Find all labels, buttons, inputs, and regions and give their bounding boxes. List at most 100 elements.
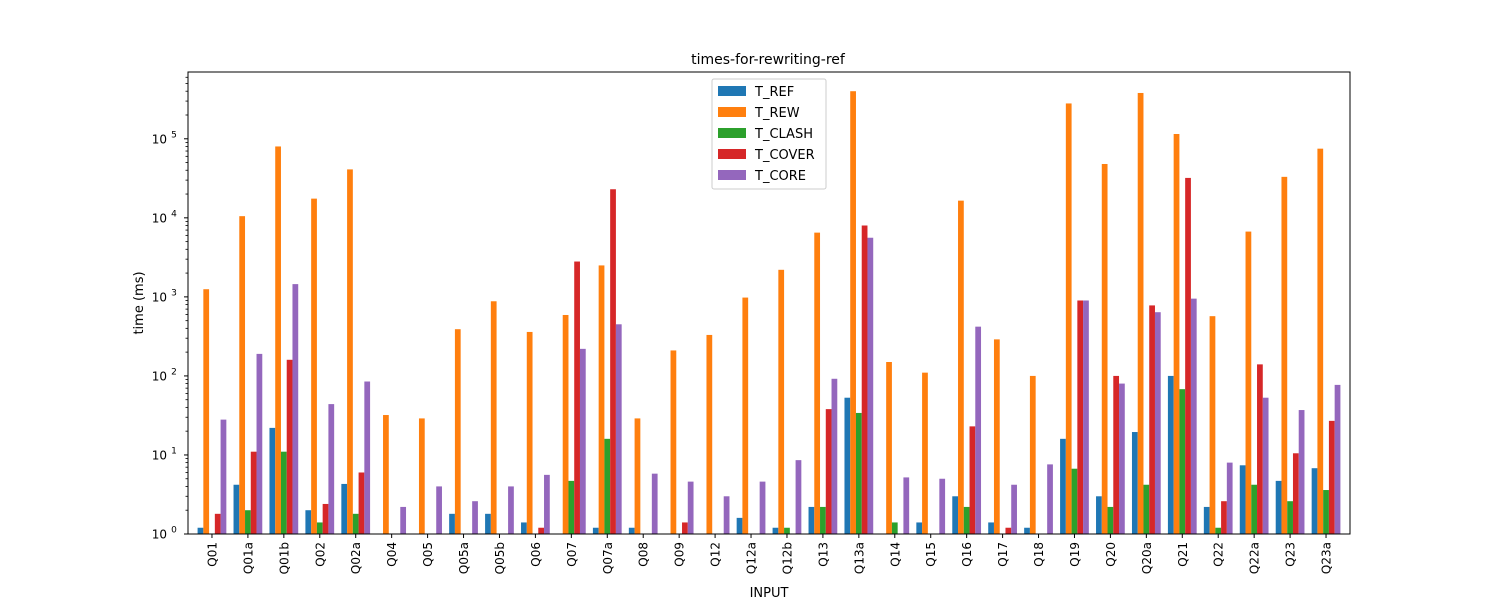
- bar-t-rew-q23a: [1317, 148, 1324, 535]
- bar-t-ref-q08: [628, 527, 635, 534]
- bar-t-rew-q04: [383, 415, 389, 534]
- bar-t-ref-q18: [1024, 527, 1030, 534]
- bar-t-rew-q12: [706, 334, 713, 534]
- bar-t-cover-q19: [1077, 300, 1084, 534]
- bar-t-core-q19: [1083, 300, 1089, 534]
- bar-t-cover-q02a: [358, 472, 365, 534]
- bar-t-rew-q12a: [742, 297, 749, 534]
- bar-t-clash-q23a: [1323, 490, 1329, 534]
- bars-layer: [197, 91, 1341, 535]
- bar-t-rew-q02a: [347, 169, 353, 534]
- bar-t-core-q13: [831, 378, 838, 534]
- bar-t-clash-q14: [891, 522, 898, 534]
- x-axis-title: INPUT: [750, 586, 789, 600]
- bar-t-rew-q01: [203, 289, 210, 534]
- x-tick-label: Q22: [1212, 542, 1226, 567]
- y-axis: 10 0 10 1 10 2 10 3 10 4 10 5: [152, 76, 188, 542]
- bar-t-core-q05a: [472, 501, 478, 534]
- bar-t-core-q17: [1011, 484, 1017, 534]
- bar-t-rew-q05b: [490, 301, 497, 534]
- x-tick-label: Q01a: [241, 542, 255, 574]
- bar-t-rew-q22a: [1245, 231, 1252, 534]
- bar-t-cover-q02: [322, 503, 329, 534]
- bar-t-cover-q07a: [610, 189, 616, 534]
- bar-t-cover-q16: [969, 426, 976, 534]
- x-tick-label: Q17: [996, 542, 1010, 567]
- bar-t-core-q22a: [1262, 397, 1269, 534]
- legend-box: [711, 78, 827, 190]
- bar-t-core-q12: [723, 496, 730, 534]
- bar-t-core-q16: [975, 326, 982, 534]
- bar-t-clash-q02a: [352, 513, 359, 534]
- chart-title: times-for-rewriting-ref: [691, 52, 846, 68]
- bar-t-ref-q13a: [844, 397, 851, 534]
- series-t-clash: [245, 389, 1329, 534]
- y-tick-label: 10: [152, 132, 167, 146]
- bar-t-ref-q07a: [592, 527, 599, 534]
- x-tick-label: Q23a: [1320, 542, 1334, 574]
- bar-t-rew-q18: [1029, 375, 1036, 534]
- bar-t-core-q06: [544, 474, 550, 534]
- bar-t-core-q22: [1226, 462, 1233, 534]
- bar-t-cover-q20: [1113, 375, 1120, 534]
- bar-t-core-q07: [579, 348, 586, 534]
- bar-t-rew-q06: [526, 331, 533, 534]
- y-tick-label: 10: [152, 290, 167, 304]
- bar-t-rew-q02: [311, 198, 317, 534]
- bar-t-core-q15: [939, 478, 946, 534]
- bar-t-ref-q05a: [449, 513, 455, 534]
- legend-label-t-rew: T_REW: [754, 106, 800, 121]
- legend-swatch-t-core: [718, 170, 746, 180]
- bar-t-core-q08: [651, 473, 658, 534]
- bar-t-rew-q20: [1101, 163, 1108, 535]
- x-tick-label: Q13: [816, 542, 830, 567]
- bar-t-cover-q13: [825, 409, 832, 534]
- bar-t-ref-q21: [1167, 375, 1174, 534]
- bar-t-cover-q21: [1185, 177, 1191, 534]
- x-tick-label: Q16: [960, 542, 974, 567]
- x-tick-label: Q05: [421, 542, 435, 567]
- bar-t-cover-q23: [1292, 453, 1299, 534]
- x-tick-label: Q08: [637, 542, 651, 567]
- bar-t-clash-q02: [316, 522, 323, 534]
- bar-t-rew-q14: [886, 362, 892, 534]
- bar-t-clash-q16: [963, 506, 970, 534]
- bar-t-cover-q07: [574, 261, 580, 534]
- bar-t-cover-q01b: [286, 359, 293, 534]
- bar-t-core-q12b: [795, 460, 802, 534]
- bar-t-cover-q20a: [1149, 305, 1155, 534]
- bar-t-ref-q02a: [341, 483, 348, 534]
- bar-t-rew-q21: [1173, 134, 1180, 534]
- bar-t-core-q14: [903, 477, 910, 534]
- bar-t-rew-q13: [814, 232, 821, 534]
- bar-t-ref-q15: [916, 522, 923, 534]
- bar-t-ref-q16: [952, 496, 959, 534]
- y-tick-label: 10: [152, 211, 167, 225]
- legend: T_REF T_REW T_CLASH T_COVER T_CORE: [711, 78, 827, 190]
- bar-t-rew-q07: [562, 314, 569, 534]
- bar-t-clash-q21: [1179, 389, 1186, 534]
- y-tick-label: 10: [152, 369, 167, 383]
- y-tick-label-exponent: 2: [171, 367, 177, 377]
- x-tick-label: Q20: [1104, 542, 1118, 567]
- bar-t-core-q05b: [508, 486, 514, 534]
- bar-t-ref-q20a: [1131, 432, 1138, 534]
- plot-area-frame: [187, 71, 1351, 535]
- x-tick-label: Q05a: [457, 542, 471, 574]
- x-tick-label: Q14: [888, 542, 902, 567]
- x-axis: Q01 Q01a Q01b Q02 Q02a Q04 Q05 Q05a Q05b Q06 Q07 Q0…: [205, 534, 1334, 574]
- x-tick-label: Q12a: [745, 542, 759, 574]
- bar-t-cover-q13a: [861, 225, 868, 534]
- x-tick-label: Q20a: [1140, 542, 1154, 574]
- legend-swatch-t-ref: [718, 86, 746, 96]
- bar-t-clash-q22a: [1251, 484, 1258, 534]
- bar-t-cover-q09: [682, 522, 688, 534]
- legend-label-t-core: T_CORE: [754, 169, 806, 184]
- bar-t-clash-q20: [1107, 506, 1114, 534]
- bar-t-core-q12a: [759, 481, 766, 534]
- bar-t-rew-q15: [922, 372, 928, 534]
- y-tick-label-exponent: 4: [171, 209, 177, 219]
- x-tick-label: Q07: [565, 542, 579, 567]
- bar-t-core-q20a: [1154, 312, 1161, 534]
- bar-t-ref-q13: [808, 506, 815, 534]
